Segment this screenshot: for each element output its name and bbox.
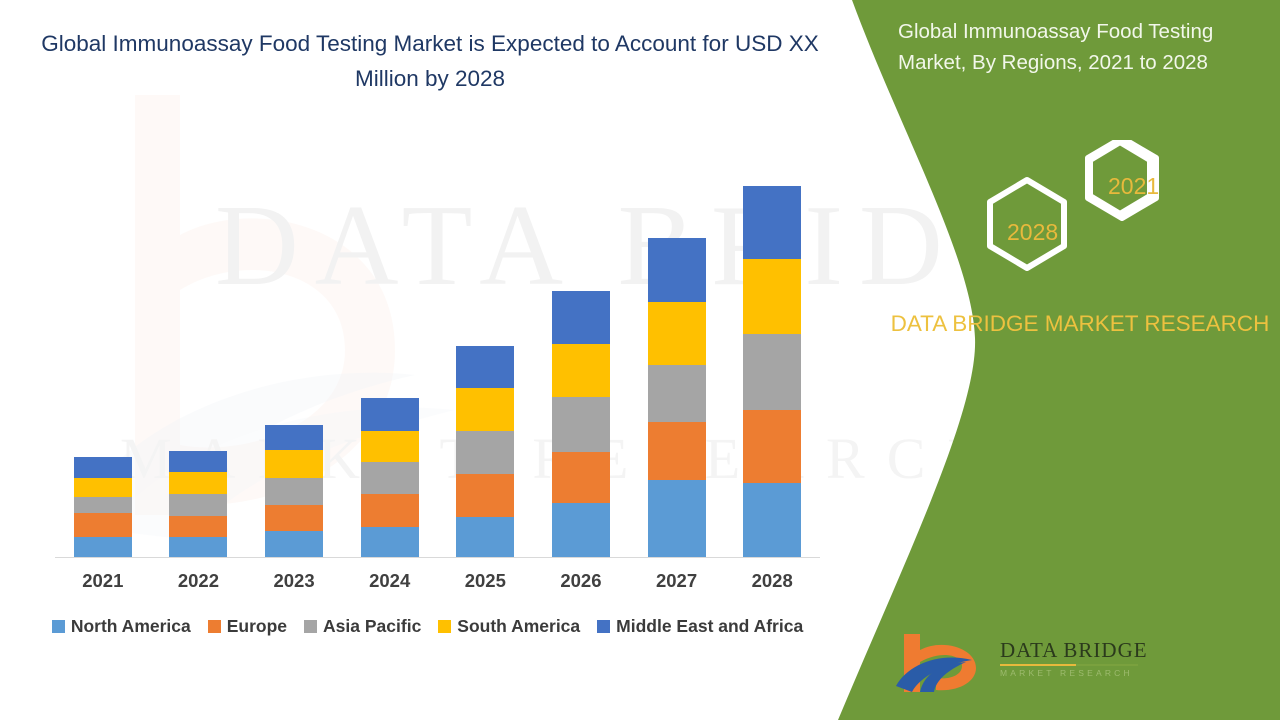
bar-segment — [265, 425, 324, 450]
bar-segment — [73, 497, 132, 513]
bar-segment — [169, 494, 228, 516]
bar-segment — [743, 186, 802, 259]
bar-segment — [551, 344, 610, 397]
legend-swatch-icon — [438, 620, 452, 633]
x-tick-2023: 2023 — [273, 570, 315, 591]
bar-segment — [73, 537, 132, 557]
legend-label: South America — [457, 616, 581, 636]
bar-2021 — [73, 457, 132, 557]
bar-2022 — [169, 451, 228, 557]
bar-segment — [73, 457, 132, 478]
bar-segment — [265, 478, 324, 505]
logo-divider — [1000, 664, 1138, 666]
x-axis-tick-labels: 2021 2022 2023 2024 2025 2026 2027 2028 — [55, 570, 820, 600]
stacked-bar-chart: 2021 2022 2023 2024 2025 2026 2027 2028 — [55, 160, 820, 600]
bar-segment — [456, 388, 515, 431]
logo-sub-text: MARKET RESEARCH — [1000, 668, 1133, 678]
legend-swatch-icon — [207, 620, 221, 633]
legend-label: Middle East and Africa — [616, 616, 804, 636]
bar-segment — [360, 462, 419, 494]
x-axis-line — [55, 557, 820, 558]
bar-2023 — [265, 425, 324, 557]
hexagon-graphic: 2021 2028 — [980, 135, 1210, 300]
legend-item[interactable]: Asia Pacific — [304, 616, 421, 637]
x-tick-2026: 2026 — [560, 570, 602, 591]
bar-segment — [647, 238, 706, 302]
bar-segment — [265, 531, 324, 557]
x-tick-2021: 2021 — [82, 570, 124, 591]
bar-segment — [743, 259, 802, 334]
legend-item[interactable]: South America — [438, 616, 580, 637]
bar-segment — [647, 365, 706, 422]
chart-title: Global Immunoassay Food Testing Market i… — [41, 31, 819, 91]
legend-label: Europe — [226, 616, 288, 636]
bar-segment — [551, 397, 610, 452]
bar-segment — [73, 478, 132, 497]
bar-segment — [169, 537, 228, 557]
legend-swatch-icon — [51, 620, 65, 633]
bar-segment — [551, 503, 610, 557]
bar-segment — [551, 452, 610, 503]
chart-panel: Global Immunoassay Food Testing Market i… — [0, 31, 855, 637]
brand-name: DATA BRIDGE MARKET RESEARCH — [890, 311, 1270, 336]
x-tick-2022: 2022 — [177, 570, 220, 591]
legend-item[interactable]: North America — [51, 616, 191, 637]
logo-main-text: DATA BRIDGE — [1000, 638, 1148, 662]
bar-segment — [265, 450, 324, 478]
bar-2028 — [743, 186, 802, 557]
legend-item[interactable]: Europe — [207, 616, 288, 637]
data-bridge-logo: DATA BRIDGE MARKET RESEARCH — [890, 630, 1148, 700]
bar-segment — [743, 410, 802, 483]
bar-segment — [647, 302, 706, 365]
bar-segment — [360, 398, 419, 431]
legend-item[interactable]: Middle East and Africa — [597, 616, 803, 637]
bar-segment — [647, 422, 706, 480]
bar-segment — [265, 505, 324, 531]
bar-segment — [647, 480, 706, 557]
panel-title: Global Immunoassay Food Testing Market, … — [898, 20, 1214, 74]
bar-segment — [169, 516, 228, 537]
bar-2024 — [360, 398, 419, 557]
bar-segment — [551, 291, 610, 344]
x-tick-2028: 2028 — [751, 570, 793, 591]
green-panel-content: Global Immunoassay Food Testing Market, … — [880, 0, 1280, 720]
bar-segment — [743, 483, 802, 557]
hexagon-label-2021: 2021 — [1108, 173, 1160, 199]
x-tick-2025: 2025 — [464, 570, 506, 591]
bar-segment — [360, 527, 419, 557]
logo-wordmark: DATA BRIDGE MARKET RESEARCH — [1000, 638, 1148, 678]
bar-segment — [456, 474, 515, 517]
bar-segment — [456, 517, 515, 557]
bar-2027 — [647, 238, 706, 557]
legend-swatch-icon — [597, 620, 611, 633]
bar-segment — [743, 334, 802, 410]
bar-segment — [456, 431, 515, 474]
bar-segment — [360, 494, 419, 527]
legend-swatch-icon — [304, 620, 318, 633]
bar-segment — [169, 451, 228, 472]
logo-mark-icon — [896, 634, 976, 692]
x-tick-2027: 2027 — [655, 570, 698, 591]
bar-segment — [73, 513, 132, 537]
hexagon-label-2028: 2028 — [1007, 219, 1059, 245]
bar-2025 — [456, 346, 515, 557]
bar-2026 — [551, 291, 610, 557]
legend-label: North America — [70, 616, 191, 636]
plot-area — [55, 160, 820, 557]
bar-segment — [169, 472, 228, 494]
bar-segment — [456, 346, 515, 388]
chart-legend: North America Europe Asia Pacific South Ame… — [0, 616, 855, 637]
bar-segment — [360, 431, 419, 462]
x-tick-2024: 2024 — [369, 570, 411, 591]
legend-label: Asia Pacific — [323, 616, 422, 636]
